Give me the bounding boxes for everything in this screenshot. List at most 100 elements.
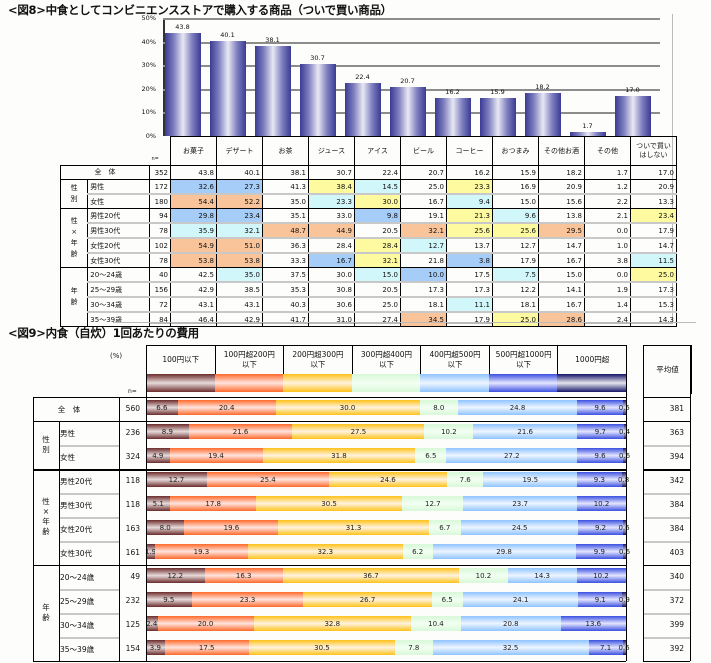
- legend-label: 200円超300円 以下: [283, 345, 353, 374]
- category-label: おつまみ: [492, 136, 539, 166]
- bar-segment: 23.3: [191, 592, 304, 607]
- avg-value: 384: [669, 500, 684, 509]
- bar: [479, 98, 516, 136]
- bar-value-label: 20.7: [400, 77, 415, 86]
- row-divider: [643, 589, 690, 591]
- table-border: [643, 565, 690, 566]
- bar-segment: 6.2: [402, 544, 433, 559]
- legend-label: 300円超400円 以下: [351, 345, 422, 374]
- y-tick-label: 40%: [141, 38, 156, 46]
- row-label: 25～29歳: [60, 597, 95, 606]
- bar-segment: 7.6: [446, 472, 484, 487]
- bar-segment: 0.6: [619, 520, 630, 535]
- row-divider: [60, 493, 120, 495]
- bar-segment: 36.7: [282, 568, 459, 583]
- bar-segment: 17.5: [164, 640, 249, 655]
- bar-value-label: 38.1: [265, 36, 280, 45]
- value-cell: 27.3: [216, 179, 263, 195]
- table-border: [690, 345, 691, 661]
- row-divider: [60, 637, 120, 639]
- value-cell: 28.4: [354, 237, 401, 254]
- value-cell: 23.4: [630, 208, 677, 224]
- row-label: 女性: [60, 453, 75, 462]
- bar: [299, 63, 336, 136]
- category-label: ついで買い はしない: [630, 136, 677, 166]
- table-row: 女性30代 78 53.8 53.8 33.3 16.7 32.1 21.8 3.8 17.9 16…: [61, 252, 677, 268]
- legend-label: 500円超1000円 以下: [488, 345, 559, 374]
- bar-segment: 19.6: [184, 520, 279, 535]
- bar-segment: 12.2: [146, 568, 205, 583]
- row-divider: [643, 541, 690, 543]
- bar-segment: 23.7: [463, 496, 578, 511]
- row-label: 女性: [87, 193, 150, 209]
- table-row: 性 × 年齢男性20代 94 29.8 23.4 35.1 33.0 9.8 19.1 21.3 9.…: [59, 208, 677, 268]
- pct-label: (%): [110, 352, 123, 360]
- row-label: 35～39歳: [60, 645, 95, 654]
- row-divider: [643, 445, 690, 447]
- bar-value-label: 15.9: [490, 88, 505, 97]
- row-n: 232: [125, 596, 140, 605]
- table-border: [33, 397, 626, 398]
- stacked-bar: 2.4 20.0 32.8 10.4 20.8 13.6: [146, 616, 626, 631]
- bar-segment: 9.7: [577, 424, 624, 439]
- row-divider: [643, 493, 690, 495]
- category-label: アイス: [354, 136, 401, 166]
- bar-segment: 19.3: [155, 544, 248, 559]
- bar-segment: 9.5: [146, 592, 192, 607]
- table-row: 女性 180 54.4 52.2 35.0 23.3 30.0 16.7 9.4 15.0 15.6…: [61, 193, 677, 209]
- table-row: 年齢 20～24歳 40 42.5 35.0 37.5 30.0 15.0 10.0 17.5 7.…: [59, 267, 677, 327]
- value-cell: 48.7: [262, 222, 309, 239]
- table-border: [626, 345, 627, 661]
- bar-segment: 9.3: [577, 472, 622, 487]
- fig8-title: <図8>中食としてコンビニエンスストアで購入する商品（ついで買い商品）: [8, 3, 392, 17]
- value-cell: 3.8: [446, 252, 493, 268]
- row-divider: [60, 445, 120, 447]
- bar-segment: 13.6: [560, 616, 626, 631]
- table-row: 25～29歳 156 42.9 38.5 35.3 30.8 20.5 17.3 17.3 12.…: [61, 281, 677, 298]
- value-cell: 9.6: [492, 208, 539, 224]
- stacked-bar: 1.9 19.3 32.3 6.2 29.8 9.9 0.6: [145, 544, 630, 559]
- value-cell: 44.9: [308, 222, 355, 239]
- stacked-bar: 8.9 21.6 27.5 10.2 21.6 9.7 0.4: [146, 424, 630, 439]
- row-label: 男性20代: [60, 477, 93, 486]
- row-divider: [643, 613, 690, 615]
- bar-segment: 31.8: [262, 448, 416, 463]
- bar-segment: 24.6: [328, 472, 447, 487]
- bar-segment: 32.5: [432, 640, 589, 655]
- bar: [164, 32, 201, 136]
- bar: [434, 97, 471, 136]
- value-cell: 53.8: [170, 252, 217, 268]
- bar-segment: 0.6: [619, 544, 630, 559]
- row-divider: [60, 589, 120, 591]
- row-label: 30～34歳: [60, 621, 95, 630]
- y-tick-label: 20%: [141, 85, 156, 93]
- bar-segment: 24.1: [462, 592, 579, 607]
- value-cell: 15.0: [354, 267, 401, 283]
- value-cell: 23.3: [446, 179, 493, 195]
- value-cell: 54.9: [170, 237, 217, 254]
- table-border: [33, 661, 626, 662]
- value-cell: 20.7: [400, 165, 447, 180]
- value-cell: 54.4: [170, 193, 217, 209]
- value-cell: 16.7: [308, 252, 355, 268]
- table-border: [146, 345, 147, 661]
- fig8-data-table: n= お菓子 デザート お茶 ジュース アイス ビール コーヒー おつまみ その他お酒 その他 ついで…: [59, 136, 677, 327]
- table-border: [33, 469, 626, 471]
- bar-segment: 19.4: [169, 448, 263, 463]
- avg-value: 399: [669, 620, 684, 629]
- bar-segment: 6.5: [431, 592, 463, 607]
- bar-segment: 0.6: [619, 640, 630, 655]
- table-row: 女性20代 102 54.9 51.0 36.3 28.4 28.4 12.7 13.7 12.7…: [61, 237, 677, 254]
- stacked-bar: 12.2 16.3 36.7 10.2 14.3 10.2: [146, 568, 626, 583]
- stacked-bar: 6.6 20.4 30.0 8.0 24.8 9.6 0.5: [146, 400, 630, 415]
- avg-value: 342: [669, 476, 684, 485]
- group-label: 年齢: [42, 603, 50, 622]
- stacked-bar: 5.1 17.8 30.5 12.7 23.7 10.2: [146, 496, 626, 511]
- stacked-bar: 8.0 19.6 31.3 6.7 24.5 9.2 0.6: [146, 520, 630, 535]
- legend-label: 400円超500円 以下: [420, 345, 490, 374]
- category-label: その他: [584, 136, 631, 166]
- group-label: 年齢: [59, 267, 89, 327]
- bar-value-label: 18.2: [535, 83, 550, 92]
- avg-value: 363: [669, 428, 684, 437]
- bar-segment: 9.1: [578, 592, 623, 607]
